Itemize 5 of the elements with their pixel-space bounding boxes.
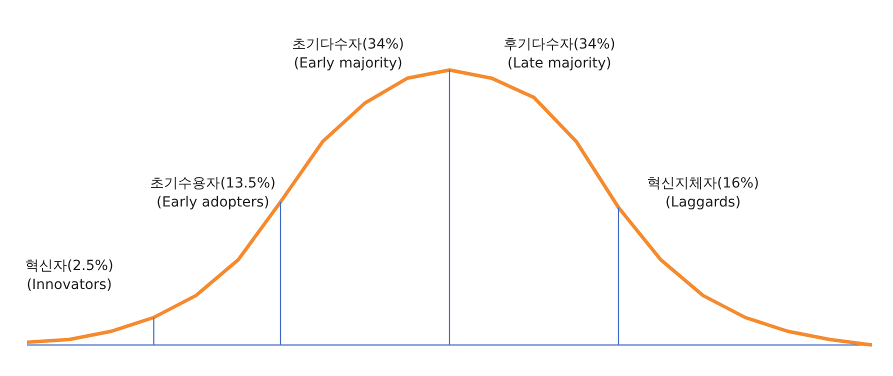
annotation: 혁신자(2.5%) (Innovators) [25,258,114,293]
annotation: 초기다수자(34%) (Early majority) [292,36,404,72]
annotation: 혁신지체자(16%) (Laggards) [646,175,760,210]
annotation: 후기다수자(34%) (Late majority) [503,36,616,72]
annotation: 초기수용자(13.5%) (Early adopters) [150,175,276,210]
